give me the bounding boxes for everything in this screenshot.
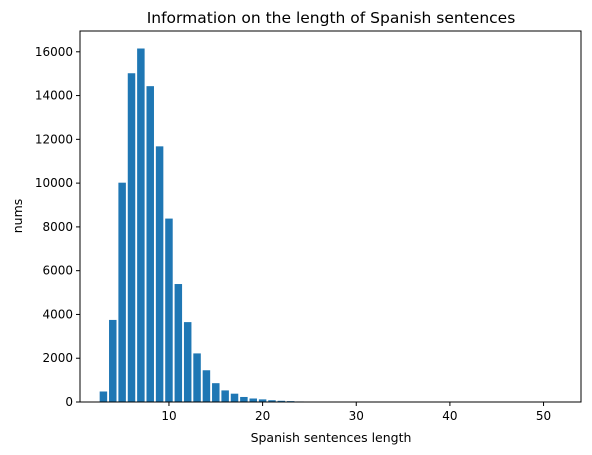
x-axis-label: Spanish sentences length (251, 430, 412, 445)
y-tick-label: 0 (65, 395, 73, 409)
bar-length-5 (118, 182, 126, 402)
x-axis-ticks: 10 20 30 40 50 (161, 402, 551, 423)
bar-length-21 (268, 400, 276, 402)
bar-length-8 (146, 86, 154, 402)
bar-length-9 (155, 146, 164, 402)
bar-length-4 (109, 319, 117, 402)
x-tick-label: 10 (161, 409, 176, 423)
y-tick-label: 14000 (35, 89, 73, 103)
y-tick-label: 8000 (42, 220, 73, 234)
x-tick-label: 50 (536, 409, 551, 423)
bar-length-6 (127, 73, 136, 403)
bar-length-15 (212, 383, 220, 402)
bar-length-20 (258, 399, 267, 402)
y-axis-ticks: 0 2000 4000 6000 8000 10000 12000 14000 16000 (35, 45, 80, 409)
bar-length-19 (249, 398, 257, 402)
bar-length-7 (137, 48, 145, 403)
y-tick-label: 16000 (35, 45, 73, 59)
bars (99, 48, 557, 403)
plot-frame (79, 30, 582, 403)
bar-length-3 (99, 391, 108, 402)
chart-title: Information on the length of Spanish sen… (147, 9, 516, 27)
bar-length-10 (165, 218, 173, 402)
bar-length-17 (230, 393, 239, 402)
y-tick-label: 10000 (35, 176, 73, 190)
y-tick-label: 6000 (42, 264, 73, 278)
y-tick-label: 4000 (42, 307, 73, 321)
x-tick-label: 20 (255, 409, 270, 423)
y-axis-label: nums (10, 199, 25, 234)
y-tick-label: 2000 (42, 351, 73, 365)
bar-length-13 (193, 353, 201, 402)
bar-length-12 (183, 322, 192, 402)
bar-length-18 (240, 396, 248, 402)
bar-length-14 (202, 370, 211, 402)
y-tick-label: 12000 (35, 132, 73, 146)
bar-length-22 (277, 400, 286, 402)
x-tick-label: 30 (349, 409, 364, 423)
bar-length-16 (221, 390, 229, 402)
bar-length-11 (174, 284, 183, 402)
x-tick-label: 40 (442, 409, 457, 423)
